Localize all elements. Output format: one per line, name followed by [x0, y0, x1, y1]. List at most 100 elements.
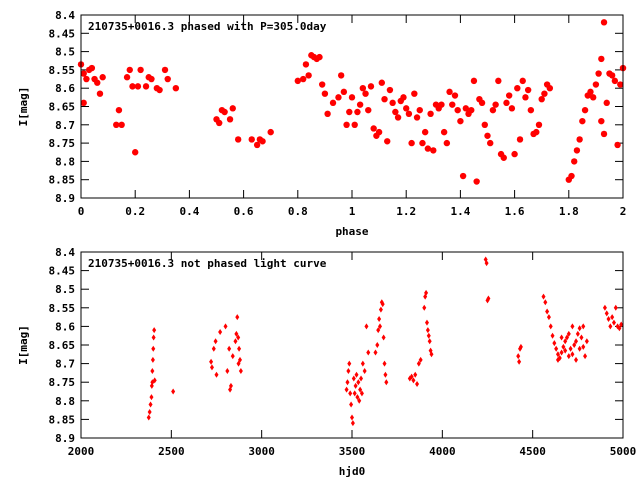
data-point — [451, 92, 459, 99]
data-point — [614, 141, 621, 149]
data-point — [457, 117, 464, 125]
data-point — [234, 330, 239, 337]
data-point — [354, 108, 361, 116]
data-point — [394, 114, 402, 121]
data-point — [424, 289, 429, 296]
data-point — [221, 108, 228, 116]
data-point — [449, 101, 456, 108]
data-point — [373, 349, 378, 356]
data-point — [576, 136, 583, 143]
y-tick-label: 8.6 — [55, 320, 75, 333]
y-tick-label: 8.65 — [49, 339, 76, 352]
data-point — [470, 77, 478, 85]
data-point — [554, 345, 559, 352]
data-point — [481, 121, 488, 128]
data-point — [486, 295, 491, 302]
data-point — [592, 81, 600, 88]
chart-title: 210735+0016.3 phased with P=305.0day — [88, 20, 327, 33]
data-point — [425, 327, 430, 334]
data-point — [613, 304, 618, 311]
data-point — [559, 349, 564, 356]
data-point — [579, 117, 586, 125]
data-point — [213, 338, 218, 345]
data-point — [424, 319, 429, 326]
x-axis-label: hjd0 — [339, 465, 366, 478]
data-point — [359, 85, 367, 92]
data-points — [146, 256, 624, 427]
data-point — [381, 334, 386, 341]
data-point — [443, 139, 451, 147]
data-point — [564, 334, 569, 341]
data-point — [427, 338, 432, 345]
x-axis-label: phase — [335, 225, 368, 238]
data-point — [226, 116, 234, 123]
data-point — [223, 323, 228, 330]
data-point — [236, 334, 241, 341]
data-point — [377, 315, 382, 322]
ticks: 8.4 8.45 8.5 8.55 8.6 8.65 8.7 8.75 8.8 8.85 8.90 0… — [49, 9, 627, 218]
data-point — [151, 334, 156, 341]
plot-frame — [80, 251, 624, 439]
data-point — [522, 94, 529, 101]
data-point — [422, 304, 427, 311]
data-point — [172, 85, 180, 92]
data-point — [545, 308, 550, 315]
data-point — [96, 90, 104, 97]
data-point — [161, 66, 169, 74]
data-point — [238, 368, 243, 375]
data-point — [321, 90, 329, 97]
data-point — [533, 128, 540, 136]
data-point — [123, 74, 131, 81]
data-point — [429, 351, 434, 358]
data-point — [516, 136, 524, 143]
data-point — [563, 338, 568, 345]
data-point — [152, 327, 157, 334]
data-point — [604, 310, 609, 317]
data-point — [294, 77, 301, 85]
data-point — [484, 132, 491, 139]
data-point — [359, 390, 364, 397]
data-point — [378, 79, 386, 86]
data-point — [427, 110, 434, 118]
data-point — [214, 371, 219, 378]
data-point — [316, 53, 323, 61]
chart-title: 210735+0016.3 not phased light curve — [88, 257, 327, 270]
data-point — [386, 86, 394, 94]
data-point — [348, 94, 356, 101]
data-point — [548, 323, 553, 330]
data-point — [88, 64, 96, 72]
data-point — [550, 332, 555, 339]
data-point — [413, 114, 421, 121]
data-point — [324, 110, 331, 118]
x-tick-label: 5000 — [610, 445, 637, 458]
data-point — [337, 72, 345, 79]
data-point — [568, 345, 573, 352]
data-point — [347, 360, 352, 367]
data-point — [446, 88, 453, 96]
data-point — [518, 343, 523, 350]
data-point — [148, 401, 153, 408]
ticks: 8.4 8.45 8.5 8.55 8.6 8.65 8.7 8.75 8.8 8.85 8.920… — [49, 246, 637, 458]
data-point — [216, 119, 223, 127]
data-point — [511, 150, 518, 158]
data-point — [356, 379, 361, 386]
data-point — [253, 141, 261, 149]
data-point — [156, 86, 163, 94]
data-point — [367, 83, 375, 90]
data-point — [171, 388, 176, 395]
x-tick-label: 4000 — [429, 445, 456, 458]
data-point — [80, 99, 87, 107]
data-point — [357, 397, 362, 404]
data-point — [478, 99, 486, 107]
data-point — [419, 139, 426, 147]
data-point — [484, 260, 489, 267]
y-axis-label: I[mag] — [17, 325, 30, 365]
data-point — [552, 340, 557, 347]
data-point — [146, 414, 151, 421]
x-tick-label: 1.8 — [559, 205, 579, 218]
data-point — [383, 371, 388, 378]
data-point — [517, 358, 522, 365]
data-point — [384, 138, 391, 145]
data-point — [378, 306, 383, 313]
